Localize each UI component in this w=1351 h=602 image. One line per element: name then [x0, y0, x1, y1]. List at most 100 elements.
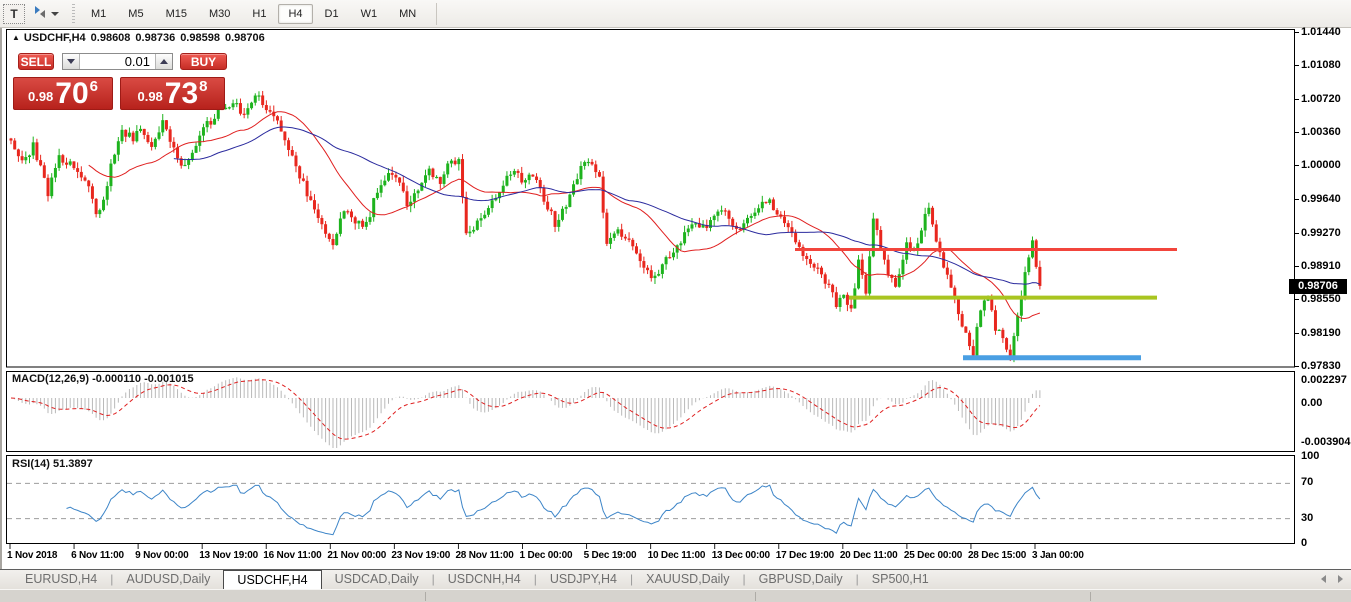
sell-price-pip: 6: [89, 78, 99, 95]
macd-values: -0.000110 -0.001015: [92, 373, 194, 385]
chart-tab-bar: EURUSD,H4 | AUDUSD,Daily USDCHF,H4 USDCAD,Da…: [0, 569, 1351, 589]
chart-tab-audusd[interactable]: AUDUSD,Daily: [126, 572, 211, 586]
scroll-right-icon[interactable]: [1338, 575, 1343, 583]
price-axis-label: 1.00000: [1295, 159, 1341, 172]
time-axis-label: 1 Nov 2018: [7, 550, 58, 561]
sell-price-box[interactable]: 0.98 70 6: [13, 77, 113, 110]
tab-scroll-arrows: [1321, 575, 1343, 583]
price-axis-label: 1.01080: [1295, 59, 1341, 72]
time-axis-label: 10 Dec 11:00: [647, 550, 706, 561]
status-separator: [755, 592, 756, 601]
tab-separator: |: [110, 572, 114, 586]
ohlc-low: 0.98598: [180, 32, 220, 44]
rsi-value: 51.3897: [52, 458, 93, 470]
chart-symbol-icon: ▲: [12, 33, 20, 42]
time-axis-label: 3 Jan 00:00: [1032, 550, 1084, 561]
macd-axis-label: 0.002297: [1301, 374, 1347, 386]
rsi-axis-label: 70: [1301, 476, 1314, 489]
price-axis-label: 0.99640: [1295, 192, 1341, 205]
time-axis-label: 25 Dec 00:00: [903, 550, 963, 561]
time-axis-label: 16 Nov 11:00: [263, 550, 322, 561]
chart-tab-gbpusd[interactable]: GBPUSD,Daily: [758, 572, 843, 586]
tab-separator: |: [533, 572, 537, 586]
rsi-axis-label: 30: [1301, 511, 1314, 524]
chart-region: 1.01440 1.01080 1.00720 1.00360 1.00000 0.996…: [0, 26, 1351, 569]
time-axis-label: 23 Nov 19:00: [391, 550, 451, 561]
time-axis-label: 13 Nov 19:00: [199, 550, 258, 561]
time-axis-label: 9 Nov 00:00: [135, 550, 189, 561]
buy-button[interactable]: BUY: [180, 53, 227, 70]
tab-separator: |: [742, 572, 746, 586]
chart-symbol: USDCHF,H4: [23, 32, 86, 44]
volume-decrease-button[interactable]: [63, 54, 80, 69]
timeframe-button-m1[interactable]: M1: [91, 7, 107, 20]
buy-price-box[interactable]: 0.98 73 8: [120, 77, 225, 110]
timeframe-button-d1[interactable]: D1: [324, 7, 339, 20]
ohlc-open: 0.98608: [90, 32, 131, 44]
macd-axis-label: -0.003904: [1301, 436, 1351, 448]
timeframe-button-h1[interactable]: H1: [252, 7, 267, 20]
chart-tab-usdcad[interactable]: USDCAD,Daily: [334, 572, 419, 586]
macd-name: MACD(12,26,9): [12, 373, 90, 385]
chart-tab-usdchf[interactable]: USDCHF,H4: [223, 570, 322, 589]
status-separator: [1090, 592, 1091, 601]
time-axis-label: 6 Nov 11:00: [71, 550, 124, 561]
price-axis-label: 1.00360: [1295, 125, 1341, 138]
ohlc-high: 0.98736: [135, 32, 176, 44]
chart-tab-sp500[interactable]: SP500,H1: [871, 572, 929, 586]
tab-separator: |: [431, 572, 435, 586]
price-axis-label: 0.97830: [1295, 360, 1341, 372]
triangle-up-icon: [160, 59, 168, 64]
timeframe-button-w1[interactable]: W1: [360, 7, 378, 20]
chevron-down-icon: [50, 11, 59, 16]
macd-axis-label: 0.00: [1301, 397, 1323, 409]
timeframe-button-m30[interactable]: M30: [208, 7, 231, 20]
price-axis-label: 1.00720: [1295, 92, 1341, 105]
text-tool-button[interactable]: T: [3, 3, 25, 24]
timeframe-button-m15[interactable]: M15: [165, 7, 187, 20]
rsi-axis-label: 100: [1301, 450, 1320, 462]
main-chart-canvas[interactable]: [6, 29, 1302, 551]
sell-price-prefix: 0.98: [27, 89, 54, 104]
status-separator: [425, 592, 426, 601]
indicators-tool-button[interactable]: [28, 4, 62, 24]
buy-price-main: 73: [164, 77, 199, 110]
price-axis-label: 0.98190: [1295, 326, 1341, 339]
tab-separator: |: [629, 572, 634, 586]
chart-tab-xauusd[interactable]: XAUUSD,Daily: [646, 572, 730, 586]
time-axis-label: 21 Nov 00:00: [327, 550, 387, 561]
price-axis-label: 0.98910: [1295, 260, 1341, 273]
time-axis-label: 5 Dec 19:00: [583, 550, 637, 561]
indicator-arrows-icon: [32, 5, 48, 22]
toolbar: T M1 M5 M15 M30 H1 H4 D1 W1 MN: [0, 0, 1351, 28]
sell-price-main: 70: [55, 77, 89, 110]
timeframe-bar: M1 M5 M15 M30 H1 H4 D1 W1 MN: [81, 3, 426, 24]
buy-price-pip: 8: [199, 78, 208, 95]
macd-label: MACD(12,26,9) -0.000110 -0.001015: [12, 373, 194, 385]
buy-price-prefix: 0.98: [137, 89, 163, 104]
rsi-label: RSI(14) 51.3897: [12, 458, 93, 470]
time-axis-label: 13 Dec 00:00: [711, 550, 770, 561]
sell-button[interactable]: SELL: [18, 53, 54, 70]
toolbar-grip: [72, 3, 75, 24]
price-axis-label: 1.01440: [1295, 26, 1341, 38]
toolbar-separator: [436, 2, 438, 25]
triangle-down-icon: [67, 59, 75, 64]
chart-tab-usdcnh[interactable]: USDCNH,H4: [447, 572, 521, 586]
timeframe-button-m5[interactable]: M5: [128, 7, 144, 20]
chart-tab-usdjpy[interactable]: USDJPY,H4: [549, 572, 617, 586]
timeframe-button-h4[interactable]: H4: [278, 3, 313, 24]
volume-input[interactable]: [80, 54, 155, 69]
price-axis-label: 0.98550: [1295, 293, 1341, 306]
time-axis-label: 28 Nov 11:00: [455, 550, 514, 561]
ohlc-close: 0.98706: [224, 32, 265, 44]
timeframe-button-mn[interactable]: MN: [399, 7, 417, 20]
time-axis-label: 20 Dec 11:00: [839, 550, 898, 561]
window-edge: [0, 28, 2, 569]
one-click-trade-panel: SELL BUY 0.98 70 6 0.98 73 8: [8, 46, 230, 112]
chart-tab-eurusd[interactable]: EURUSD,H4: [25, 572, 98, 586]
volume-increase-button[interactable]: [155, 54, 172, 69]
scroll-left-icon[interactable]: [1321, 575, 1326, 583]
time-axis-label: 1 Dec 00:00: [519, 550, 573, 561]
